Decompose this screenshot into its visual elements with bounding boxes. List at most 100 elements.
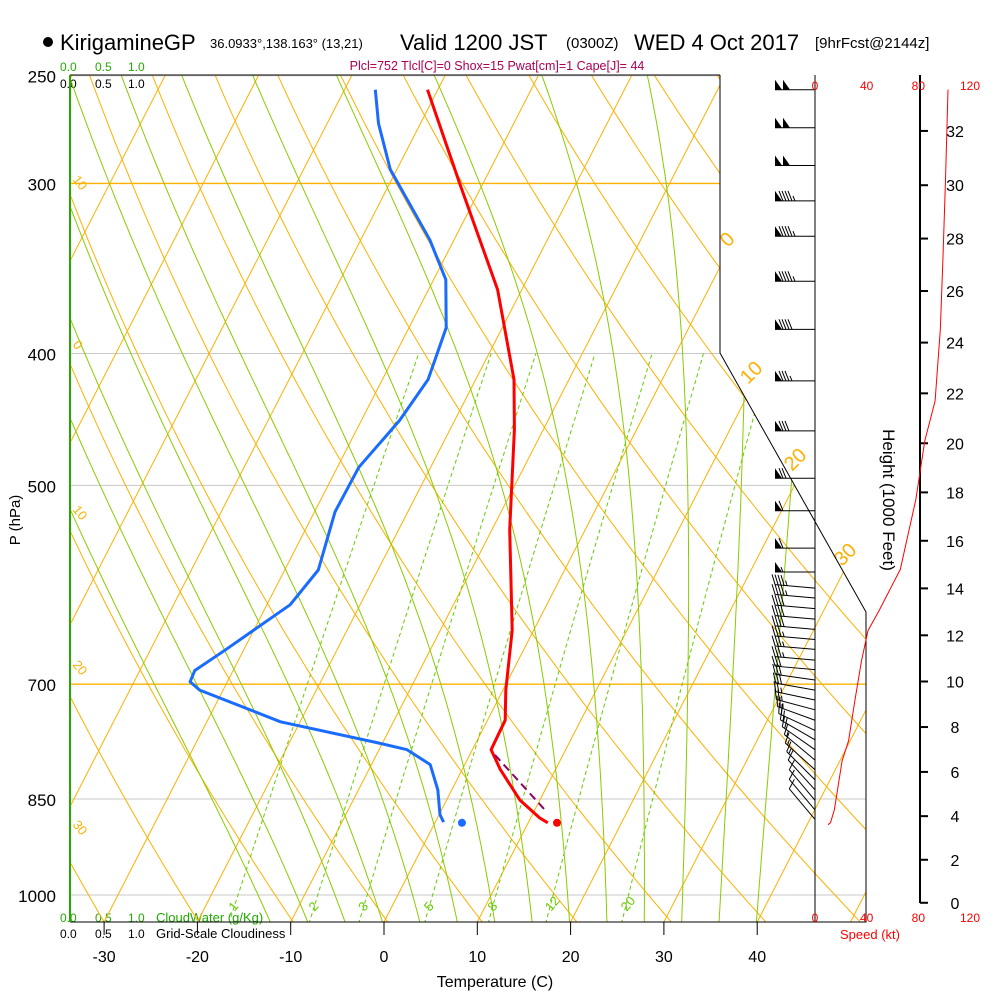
station-bullet-icon: [43, 37, 53, 47]
barb-half-feather: [792, 195, 796, 202]
dry-adiabat: [452, 75, 866, 922]
barb-feather: [784, 420, 790, 432]
adiabat-label: 20: [70, 657, 91, 678]
temperature-tick-label: 30: [655, 949, 673, 966]
barb-staff: [787, 759, 816, 791]
cloudiness-tick: 0.5: [95, 77, 112, 91]
pressure-tick-label: 700: [28, 676, 56, 695]
barb-half-feather: [786, 731, 789, 737]
barb-feather: [778, 226, 784, 237]
height-tick-label: 0: [951, 896, 960, 913]
moist-adiabat: [532, 75, 645, 922]
barb-pennant: [775, 271, 782, 282]
wind-barb: [771, 605, 816, 620]
cloudiness-tick: 0.0: [60, 77, 77, 91]
barb-half-feather: [781, 695, 783, 702]
barb-feather: [784, 732, 790, 744]
barb-feather: [771, 635, 776, 647]
isotherm: [476, 75, 866, 922]
mixing-ratio-line: [487, 353, 653, 922]
barb-feather: [778, 271, 784, 282]
isotherm-label: 10: [736, 357, 767, 388]
cloud-scale-top: 0.0 0.0 0.5 0.5 1.0 1.0: [60, 60, 145, 91]
barb-staff: [775, 645, 816, 650]
barb-feather: [774, 655, 779, 667]
dry-adiabat: [0, 52, 11, 924]
cloud-scale-bottom: 0.0 0.0 0.5 0.5 1.0 1.0: [60, 911, 145, 941]
speed-axis-title: Speed (kt): [840, 927, 900, 942]
dry-adiabat: [70, 75, 295, 922]
barb-feather: [771, 625, 776, 637]
barb-feather: [777, 605, 782, 617]
barb-feather: [778, 500, 784, 511]
barb-feather: [780, 605, 785, 617]
plot-border: [70, 75, 867, 923]
barb-feather: [780, 574, 785, 586]
wind-barb: [775, 319, 815, 330]
wind-barb: [771, 625, 816, 640]
barb-staff: [775, 604, 816, 610]
dry-adiabat: [390, 75, 866, 922]
barb-staff: [775, 594, 816, 599]
barb-feather: [787, 190, 793, 202]
isotherm-label: 30: [830, 539, 861, 570]
mixing-ratio-label: 20: [618, 893, 639, 914]
wind-barb: [788, 779, 816, 820]
adiabat-label: 10: [70, 502, 91, 523]
cloudiness-tick: 0.5: [95, 927, 112, 941]
valid-utc: (0300Z): [566, 35, 619, 52]
barb-feather: [777, 636, 782, 647]
pressure-tick-label: 1000: [18, 887, 56, 906]
wind-barb: [784, 732, 816, 771]
barb-feather: [774, 625, 779, 637]
barb-staff: [781, 726, 816, 751]
height-tick-label: 22: [946, 386, 964, 403]
moist-adiabat: [242, 75, 533, 922]
isotherm: [103, 75, 540, 922]
barb-feather: [781, 271, 787, 282]
wind-barb: [771, 594, 816, 610]
barb-pennant: [775, 319, 782, 330]
height-tick-label: 28: [946, 232, 964, 249]
wind-barb: [775, 190, 815, 202]
barb-half-feather: [782, 652, 785, 658]
barb-feather: [788, 779, 795, 790]
dry-adiabat: [887, 52, 1000, 924]
barb-feather: [780, 595, 785, 607]
barb-staff: [777, 706, 816, 721]
cloudwater-tick: 0.0: [60, 911, 77, 925]
cloudwater-tick: 0.5: [95, 60, 112, 74]
barb-feather: [774, 605, 779, 617]
barb-feather: [771, 594, 776, 606]
wind-barb: [775, 537, 815, 549]
barb-staff: [775, 673, 816, 681]
surface-dewpoint-marker: [457, 818, 466, 827]
wind-barb: [776, 695, 816, 721]
barb-feather: [777, 689, 780, 701]
wind-barb: [788, 769, 816, 811]
dewpoint-line: [188, 89, 448, 823]
barb-staff: [775, 584, 816, 589]
cloudiness-tick: 1.0: [128, 77, 145, 91]
valid-date: WED 4 Oct 2017: [634, 30, 799, 55]
barb-staff: [784, 734, 816, 761]
barb-feather: [771, 584, 776, 595]
barb-feather: [777, 615, 782, 627]
wind-barb: [774, 688, 816, 711]
barb-feather: [772, 663, 776, 675]
isotherm-label: 0: [716, 228, 739, 251]
barb-half-feather: [780, 566, 784, 573]
height-tick-label: 32: [946, 124, 964, 141]
barb-feather: [778, 319, 784, 330]
speed-tick-label-top: 80: [912, 79, 926, 93]
isotherm: [663, 75, 866, 922]
mixing-ratio-label: 8: [484, 899, 500, 914]
isotherm: [70, 75, 260, 922]
barb-staff: [775, 625, 816, 630]
barb-feather: [775, 673, 780, 684]
barb-feather: [779, 709, 783, 720]
barb-feather: [784, 319, 790, 330]
barb-feather: [781, 226, 787, 237]
wind-barb: [771, 574, 816, 589]
